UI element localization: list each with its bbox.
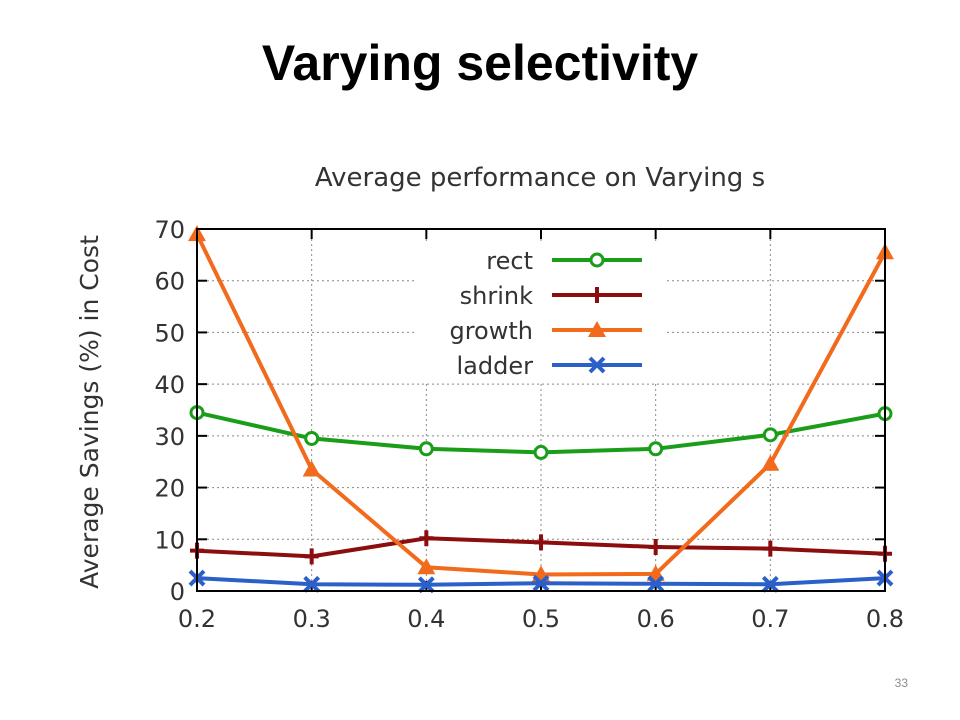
legend-label-rect: rect	[486, 247, 533, 275]
x-tick-label: 0.5	[522, 605, 560, 633]
data-point-ladder	[761, 575, 779, 593]
legend-marker-growth	[588, 321, 606, 337]
series-growth	[188, 225, 894, 582]
x-tick-label: 0.2	[178, 605, 216, 633]
y-tick-label: 10	[154, 526, 185, 554]
x-tick-label: 0.6	[637, 605, 675, 633]
legend-label-shrink: shrink	[460, 282, 533, 310]
y-tick-label: 20	[154, 475, 185, 503]
y-tick-label: 50	[154, 319, 185, 347]
tick-layer: 0 10 20 30 40 50 60 70 0.2 0.3 0.4 0.5 0.6 0.7 0.8	[154, 216, 904, 633]
data-point-shrink	[763, 540, 778, 557]
data-point-shrink	[648, 539, 663, 556]
slide-title: Varying selectivity	[261, 35, 699, 91]
y-tick-label: 70	[154, 216, 185, 244]
legend-label-growth: growth	[449, 317, 533, 345]
chart-title: Average performance on Varying s	[315, 163, 765, 193]
data-point-shrink	[534, 534, 548, 551]
data-point-rect	[533, 444, 549, 460]
data-point-ladder	[532, 574, 550, 592]
data-point-rect	[304, 430, 320, 446]
x-tick-label: 0.7	[751, 605, 789, 633]
plot-frame	[196, 228, 886, 592]
data-point-shrink	[304, 548, 319, 565]
series-ladder	[188, 569, 894, 594]
data-point-growth	[302, 460, 321, 477]
data-point-rect	[418, 441, 434, 457]
y-tick-label: 40	[154, 371, 185, 399]
legend-marker-shrink	[590, 287, 604, 303]
x-tick-label: 0.4	[407, 605, 445, 633]
x-tick-label: 0.3	[293, 605, 331, 633]
page-number: 33	[894, 676, 908, 690]
y-tick-label: 60	[154, 268, 185, 296]
data-point-ladder	[417, 576, 435, 594]
series-rect	[189, 405, 893, 460]
legend-label-ladder: ladder	[457, 352, 534, 380]
y-axis-label: Average Savings (%) in Cost	[75, 235, 104, 589]
data-point-growth	[417, 558, 436, 575]
line-chart: Average performance on Varying s Average…	[75, 163, 904, 633]
legend-background	[415, 242, 665, 382]
data-point-rect	[648, 441, 664, 457]
data-point-shrink	[419, 530, 434, 547]
legend-marker-ladder	[588, 356, 606, 374]
data-point-ladder	[647, 575, 665, 593]
series-layer	[188, 225, 894, 594]
legend-marker-rect	[589, 252, 605, 268]
data-point-growth	[761, 454, 780, 471]
x-tick-label: 0.8	[866, 605, 904, 633]
data-point-ladder	[303, 575, 321, 593]
y-tick-label: 0	[170, 578, 185, 606]
legend: rect shrink growth ladder	[449, 247, 642, 380]
y-tick-label: 30	[154, 423, 185, 451]
data-point-rect	[762, 427, 778, 443]
